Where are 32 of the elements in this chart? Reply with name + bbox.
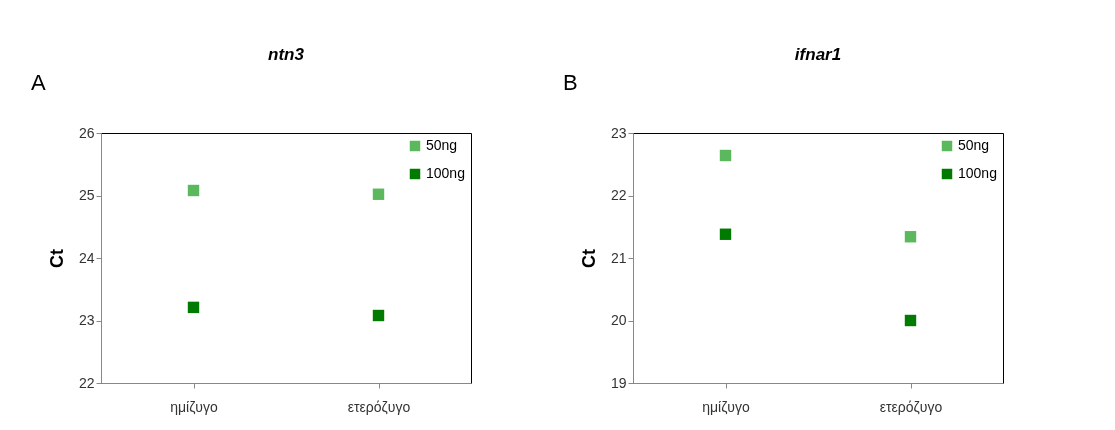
y-axis-title: Ct xyxy=(578,249,599,268)
point xyxy=(187,301,200,314)
chart-title: ifnar1 xyxy=(794,45,842,64)
x-tick-label: ημίζυγο xyxy=(170,398,218,415)
y-tick-label: 21 xyxy=(610,249,627,266)
y-tick-label: 23 xyxy=(78,312,95,328)
text: A xyxy=(31,70,46,95)
legend-label: 50ng xyxy=(958,137,990,153)
legend-label: 100ng xyxy=(958,165,997,181)
x-tick-label: ημίζυγο xyxy=(702,398,750,415)
y-tick-label: 20 xyxy=(610,312,627,328)
y-tick-label: 22 xyxy=(610,187,627,203)
point xyxy=(904,314,917,327)
y-tick-label: 26 xyxy=(78,124,95,141)
legend-label: 100ng xyxy=(426,165,465,181)
chart-title: ntn3 xyxy=(268,45,305,64)
y-tick-label: 25 xyxy=(78,187,95,203)
point xyxy=(187,184,200,197)
y-tick-label: 19 xyxy=(610,374,627,391)
point xyxy=(719,228,732,240)
x-tick-label: ετερόζυγο xyxy=(879,398,943,415)
y-tick-label: 24 xyxy=(78,249,95,266)
point xyxy=(904,231,917,243)
text: B xyxy=(563,70,578,95)
point xyxy=(372,309,385,322)
point xyxy=(719,149,732,162)
legend-label: 50ng xyxy=(426,137,458,153)
y-tick-label: 23 xyxy=(610,124,627,141)
point xyxy=(372,188,385,200)
x-tick-label: ετερόζυγο xyxy=(347,398,411,415)
y-tick-label: 22 xyxy=(78,374,95,391)
y-axis-title: Ct xyxy=(46,249,67,268)
